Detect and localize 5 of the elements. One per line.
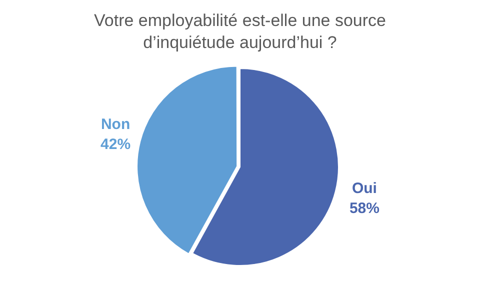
slice-label: Oui xyxy=(352,180,377,198)
data-label: 42% xyxy=(100,136,131,154)
slice-label: Non xyxy=(100,116,130,134)
chart-title: Votre employabilité est-elle une source d’inquiétude aujourd’hui ? xyxy=(93,10,387,54)
data-label: 58% xyxy=(349,200,380,218)
